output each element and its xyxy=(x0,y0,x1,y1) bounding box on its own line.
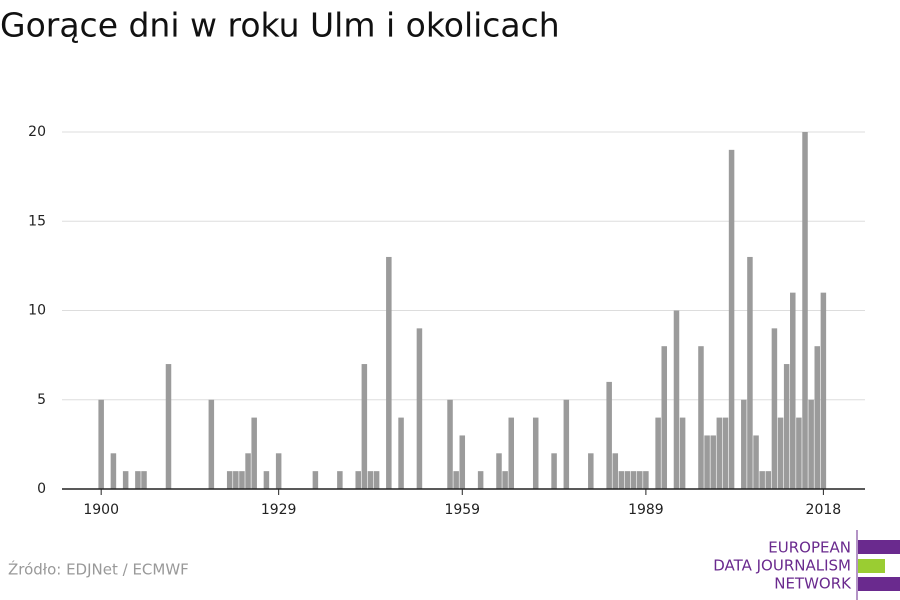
bar xyxy=(275,453,282,489)
bar xyxy=(398,417,404,489)
source: Źródło: EDJNet / ECMWF xyxy=(8,560,189,579)
y-tick-label: 15 xyxy=(28,213,46,229)
bar xyxy=(655,417,661,489)
logo-bar xyxy=(858,540,900,554)
bar xyxy=(771,328,778,489)
bar xyxy=(502,471,508,489)
bar xyxy=(716,417,723,489)
bar xyxy=(337,471,343,489)
bar xyxy=(783,364,790,489)
logo-bar xyxy=(858,577,900,591)
x-tick-label: 1929 xyxy=(261,502,297,518)
bar xyxy=(808,399,814,489)
bar xyxy=(563,399,570,489)
bar xyxy=(637,471,643,489)
bar xyxy=(477,471,484,489)
bar xyxy=(361,364,368,489)
bar xyxy=(741,399,747,489)
bar xyxy=(679,417,686,489)
bar xyxy=(624,471,631,489)
bar xyxy=(226,471,233,489)
bar xyxy=(459,435,466,489)
bar xyxy=(416,328,423,489)
bar xyxy=(588,453,594,489)
bar xyxy=(141,471,147,489)
bar xyxy=(765,471,772,489)
bar xyxy=(643,471,649,489)
bar xyxy=(753,435,759,489)
bar xyxy=(814,346,821,489)
bar xyxy=(355,471,361,489)
bar xyxy=(263,471,270,489)
x-tick-label: 2018 xyxy=(806,502,842,518)
bar xyxy=(122,471,129,489)
bar xyxy=(698,346,704,489)
bar xyxy=(704,435,710,489)
bar xyxy=(710,435,716,489)
x-tick-label: 1959 xyxy=(444,502,480,518)
bar xyxy=(508,417,514,489)
bar xyxy=(233,471,239,489)
logo-text: NETWORK xyxy=(774,575,852,593)
bar xyxy=(373,471,380,489)
bar xyxy=(728,149,735,489)
bar xyxy=(802,132,808,489)
bar xyxy=(551,453,557,489)
y-tick-label: 10 xyxy=(28,303,46,319)
x-tick-label: 1989 xyxy=(628,502,664,518)
bar xyxy=(790,292,796,489)
x-tick-label: 1900 xyxy=(83,502,119,518)
bar xyxy=(165,364,172,489)
bar xyxy=(612,453,619,489)
bar xyxy=(110,453,117,489)
bar xyxy=(447,399,453,489)
bar xyxy=(606,381,612,489)
bar xyxy=(747,256,753,489)
logo-text: DATA JOURNALISM xyxy=(713,557,851,575)
bar xyxy=(245,453,251,489)
bar xyxy=(820,292,827,489)
logo-bar xyxy=(858,559,885,573)
y-tick-label: 5 xyxy=(37,392,46,408)
y-tick-label: 20 xyxy=(28,124,46,140)
bar xyxy=(618,471,625,489)
bar xyxy=(722,417,729,489)
bar xyxy=(239,471,245,489)
bar xyxy=(661,346,668,489)
bar xyxy=(367,471,374,489)
bar xyxy=(796,417,802,489)
bar xyxy=(777,417,784,489)
bar xyxy=(208,399,215,489)
bar xyxy=(386,256,392,489)
bar xyxy=(532,417,539,489)
bar xyxy=(673,310,680,489)
bar xyxy=(630,471,637,489)
logo-text: EUROPEAN xyxy=(768,539,851,557)
bar xyxy=(135,471,141,489)
bar xyxy=(453,471,459,489)
bar xyxy=(98,399,104,489)
bar xyxy=(251,417,257,489)
bar xyxy=(759,471,765,489)
bar xyxy=(496,453,502,489)
y-tick-label: 0 xyxy=(37,481,46,497)
chart-title: Gorące dni w roku Ulm i okolicach xyxy=(0,6,560,45)
bar xyxy=(312,471,319,489)
